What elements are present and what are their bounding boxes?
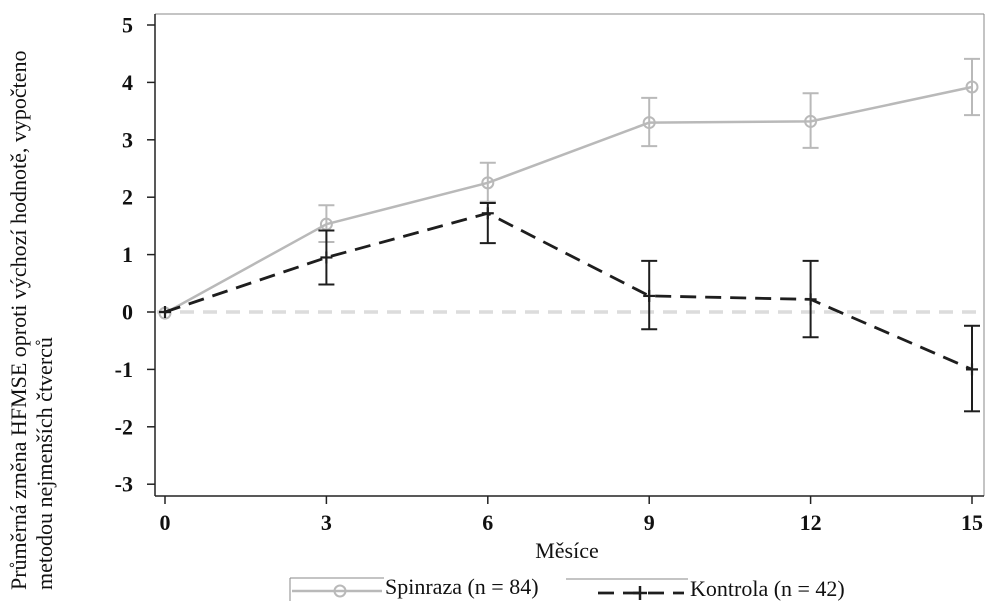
kontrola-marker <box>966 363 978 376</box>
y-tick-label: 0 <box>122 300 133 325</box>
y-tick-label: 3 <box>122 127 133 152</box>
legend-swatch-spinraza-marker <box>333 584 347 598</box>
y-tick-label: -1 <box>115 357 133 382</box>
x-tick-label: 0 <box>160 510 171 535</box>
y-tick-label: -2 <box>115 414 133 439</box>
series-layer <box>158 57 980 413</box>
x-tick-label: 3 <box>321 510 332 535</box>
x-tick-label: 12 <box>800 510 822 535</box>
y-tick-label: 4 <box>122 70 133 95</box>
kontrola-marker <box>643 289 656 302</box>
kontrola-marker <box>320 251 333 264</box>
y-axis-ticks: -3 -2 -1 0 1 2 3 4 5 <box>115 13 155 497</box>
spinraza-marker <box>481 176 495 190</box>
spinraza-line <box>164 85 973 315</box>
x-tick-label: 6 <box>482 510 493 535</box>
kontrola-marker <box>481 207 494 220</box>
x-tick-label: 15 <box>961 510 983 535</box>
legend-label-kontrola: Kontrola (n = 42) <box>690 576 845 601</box>
series-spinraza <box>158 57 980 320</box>
spinraza-marker <box>642 116 656 130</box>
legend-entry-kontrola: Kontrola (n = 42) <box>598 576 845 601</box>
kontrola-marker <box>159 306 171 318</box>
spinraza-marker <box>804 114 818 128</box>
legend: Spinraza (n = 84) Kontrola (n = 42) <box>289 574 845 601</box>
legend-entry-spinraza: Spinraza (n = 84) <box>292 574 539 599</box>
spinraza-marker <box>965 80 979 94</box>
y-axis-title-line-1: Průměrná změna HFMSE oproti výchozí hodn… <box>6 50 31 590</box>
legend-label-spinraza: Spinraza (n = 84) <box>385 574 539 599</box>
y-tick-label: 1 <box>122 242 133 267</box>
x-axis-title: Měsíce <box>535 538 599 563</box>
kontrola-marker <box>804 293 817 306</box>
x-tick-label: 9 <box>644 510 655 535</box>
y-axis-title-line-2: metodou nejmenších čtverců <box>32 337 57 590</box>
kontrola-line <box>164 211 973 371</box>
series-kontrola <box>159 201 980 413</box>
x-axis-ticks: 0 3 6 9 12 15 <box>160 496 983 535</box>
y-tick-label: 5 <box>122 13 133 38</box>
y-tick-label: -3 <box>115 472 133 497</box>
y-tick-label: 2 <box>122 185 133 210</box>
